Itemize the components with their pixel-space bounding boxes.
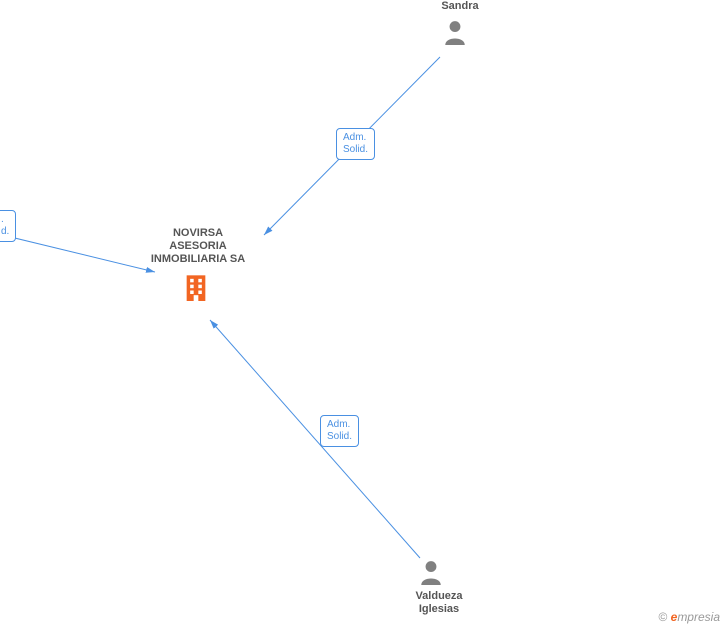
- person-bottom-label: Valdueza Iglesias: [404, 590, 474, 616]
- copyright: © empresia: [658, 610, 720, 624]
- person-icon-bottom: [418, 558, 444, 591]
- person-top-label: Sandra: [430, 0, 490, 13]
- edge-label-left: . d.: [0, 210, 16, 242]
- building-icon: [182, 272, 210, 307]
- company-label-line1: NOVIRSA: [173, 227, 223, 239]
- company-label-line2: ASESORIA: [169, 240, 226, 252]
- edge-layer: [0, 0, 728, 630]
- person-icon-top: [442, 18, 468, 51]
- edge-label-top: Adm. Solid.: [336, 128, 375, 160]
- brand-rest: mpresia: [677, 610, 720, 624]
- copyright-symbol: ©: [658, 610, 667, 624]
- edge-line-bottom: [210, 320, 420, 558]
- company-label-line3: INMOBILIARIA SA: [151, 253, 245, 265]
- company-label: NOVIRSA ASESORIA INMOBILIARIA SA: [148, 227, 248, 267]
- edge-label-bottom: Adm. Solid.: [320, 415, 359, 447]
- edge-line-left: [0, 232, 155, 272]
